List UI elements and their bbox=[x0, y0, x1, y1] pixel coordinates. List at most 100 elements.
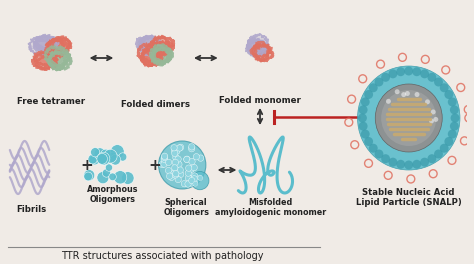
Circle shape bbox=[412, 67, 421, 76]
Circle shape bbox=[429, 119, 434, 124]
Circle shape bbox=[381, 90, 437, 146]
Polygon shape bbox=[48, 51, 72, 70]
Circle shape bbox=[433, 117, 438, 122]
Circle shape bbox=[110, 145, 124, 158]
Polygon shape bbox=[47, 39, 64, 53]
Circle shape bbox=[415, 92, 419, 97]
Polygon shape bbox=[252, 42, 270, 62]
Polygon shape bbox=[142, 46, 160, 63]
Circle shape bbox=[389, 69, 397, 78]
Circle shape bbox=[364, 137, 373, 146]
Polygon shape bbox=[153, 41, 174, 54]
Circle shape bbox=[420, 158, 429, 167]
Circle shape bbox=[193, 154, 200, 160]
Circle shape bbox=[381, 73, 390, 82]
Circle shape bbox=[110, 154, 120, 165]
Circle shape bbox=[361, 130, 370, 139]
Circle shape bbox=[114, 171, 127, 184]
Circle shape bbox=[190, 175, 196, 181]
Circle shape bbox=[188, 166, 194, 172]
Circle shape bbox=[172, 150, 178, 157]
Circle shape bbox=[191, 176, 197, 182]
Polygon shape bbox=[141, 49, 163, 66]
Polygon shape bbox=[255, 44, 273, 62]
Circle shape bbox=[185, 165, 192, 171]
Circle shape bbox=[189, 144, 195, 150]
Circle shape bbox=[361, 97, 370, 106]
Polygon shape bbox=[54, 40, 64, 50]
Polygon shape bbox=[153, 48, 173, 63]
Circle shape bbox=[184, 156, 190, 162]
Circle shape bbox=[451, 114, 459, 122]
Circle shape bbox=[162, 153, 168, 159]
Circle shape bbox=[386, 99, 391, 104]
Circle shape bbox=[191, 172, 209, 190]
Circle shape bbox=[94, 148, 106, 160]
Circle shape bbox=[448, 97, 456, 106]
Circle shape bbox=[175, 176, 182, 183]
Circle shape bbox=[159, 161, 165, 168]
Polygon shape bbox=[49, 37, 72, 53]
Circle shape bbox=[420, 69, 429, 78]
Polygon shape bbox=[36, 35, 57, 49]
Text: Stable Nucleic Acid
Lipid Particle (SNALP): Stable Nucleic Acid Lipid Particle (SNAL… bbox=[356, 188, 462, 208]
Circle shape bbox=[364, 90, 373, 99]
Circle shape bbox=[401, 92, 406, 97]
Circle shape bbox=[172, 148, 178, 154]
Polygon shape bbox=[145, 40, 154, 49]
Circle shape bbox=[173, 148, 180, 154]
Circle shape bbox=[189, 145, 195, 152]
Circle shape bbox=[357, 66, 460, 170]
Polygon shape bbox=[259, 49, 268, 58]
Polygon shape bbox=[150, 36, 170, 56]
Polygon shape bbox=[156, 41, 165, 51]
Circle shape bbox=[171, 170, 177, 177]
Circle shape bbox=[188, 166, 194, 172]
Text: +: + bbox=[148, 158, 161, 172]
Circle shape bbox=[181, 181, 188, 187]
Circle shape bbox=[450, 105, 459, 114]
Circle shape bbox=[404, 67, 413, 76]
Circle shape bbox=[450, 122, 459, 131]
Polygon shape bbox=[248, 34, 269, 53]
Polygon shape bbox=[34, 39, 51, 53]
Polygon shape bbox=[140, 48, 157, 67]
Circle shape bbox=[189, 158, 195, 165]
Polygon shape bbox=[141, 35, 161, 54]
Polygon shape bbox=[246, 38, 264, 53]
Circle shape bbox=[109, 152, 117, 159]
Circle shape bbox=[412, 160, 421, 169]
Text: Free tetramer: Free tetramer bbox=[17, 97, 85, 106]
Polygon shape bbox=[247, 39, 265, 55]
Circle shape bbox=[102, 169, 110, 177]
Text: Spherical
Oligomers: Spherical Oligomers bbox=[163, 198, 209, 217]
Circle shape bbox=[90, 154, 100, 165]
Circle shape bbox=[109, 151, 117, 159]
Polygon shape bbox=[146, 51, 155, 60]
Circle shape bbox=[369, 144, 378, 153]
Polygon shape bbox=[49, 49, 69, 67]
Circle shape bbox=[175, 156, 181, 162]
Polygon shape bbox=[53, 53, 63, 63]
Circle shape bbox=[197, 175, 202, 180]
Polygon shape bbox=[32, 51, 54, 70]
Circle shape bbox=[159, 141, 206, 189]
Circle shape bbox=[88, 154, 98, 164]
Circle shape bbox=[396, 67, 405, 76]
Polygon shape bbox=[34, 52, 58, 66]
Circle shape bbox=[375, 84, 442, 152]
Polygon shape bbox=[136, 36, 157, 51]
Text: Misfolded
amyloidogenic monomer: Misfolded amyloidogenic monomer bbox=[215, 198, 327, 217]
Circle shape bbox=[104, 149, 117, 163]
Circle shape bbox=[172, 159, 179, 166]
Circle shape bbox=[165, 167, 172, 174]
Circle shape bbox=[405, 91, 410, 96]
Circle shape bbox=[162, 154, 168, 161]
Circle shape bbox=[171, 145, 177, 151]
Polygon shape bbox=[45, 39, 69, 58]
Circle shape bbox=[84, 172, 92, 181]
Circle shape bbox=[440, 83, 448, 92]
Circle shape bbox=[396, 160, 405, 169]
Polygon shape bbox=[155, 52, 164, 61]
Circle shape bbox=[189, 177, 195, 184]
